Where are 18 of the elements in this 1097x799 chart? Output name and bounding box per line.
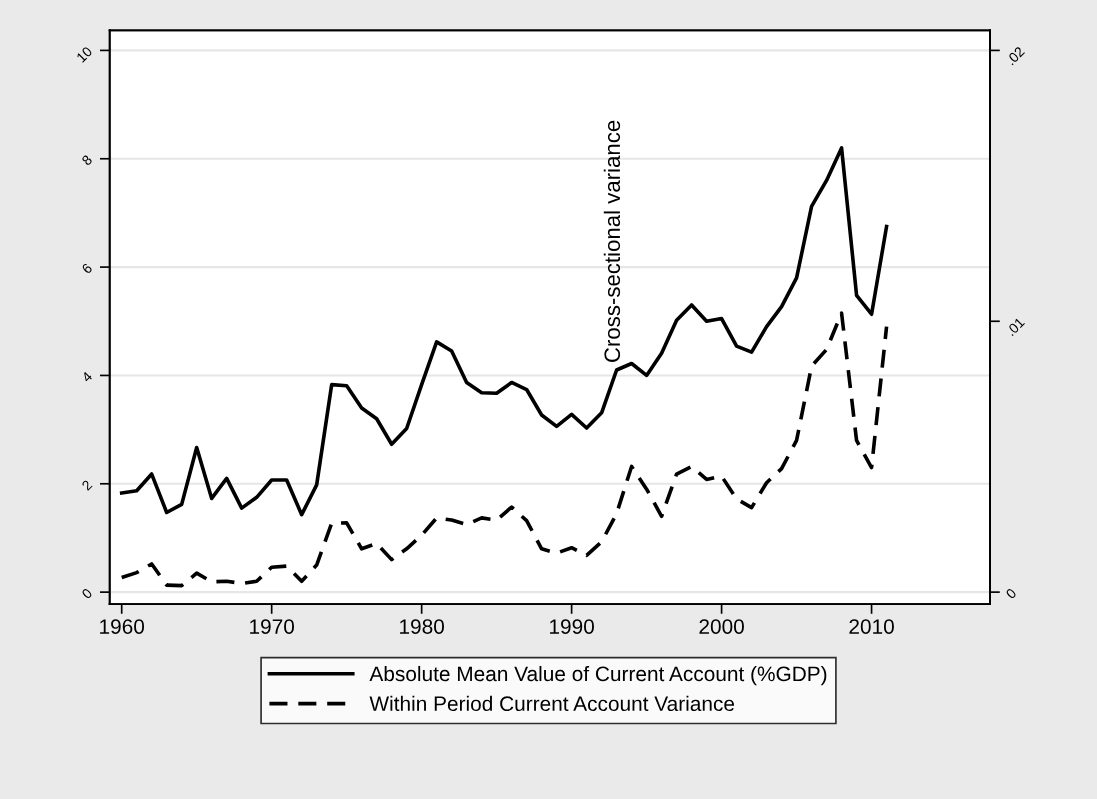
x-tick-label: 1970 bbox=[250, 619, 295, 634]
y-tick-label: 4 bbox=[81, 371, 93, 383]
y2-tick-label: .02 bbox=[1005, 46, 1025, 66]
x-tick-label: 1980 bbox=[400, 619, 444, 634]
legend-label: Absolute Mean Value of Current Account (%GDP) bbox=[369, 665, 827, 686]
x-tick-label: 2010 bbox=[849, 619, 894, 634]
y-tick-label: 0 bbox=[81, 587, 93, 600]
x-tick-label: 1960 bbox=[100, 619, 145, 634]
y-tick-label: 8 bbox=[81, 154, 93, 166]
y-tick-label: 6 bbox=[81, 262, 93, 275]
y2-tick-label: .01 bbox=[1005, 316, 1026, 337]
y-tick-label: 10 bbox=[76, 46, 93, 63]
x-tick-label: 2000 bbox=[699, 619, 744, 634]
x-tick-label: 1990 bbox=[550, 619, 594, 634]
y-tick-label: 2 bbox=[81, 479, 93, 491]
legend-label: Within Period Current Account Variance bbox=[369, 695, 735, 712]
annotation: Cross-sectional variance bbox=[603, 120, 621, 362]
y2-tick-label: 0 bbox=[1005, 587, 1017, 600]
